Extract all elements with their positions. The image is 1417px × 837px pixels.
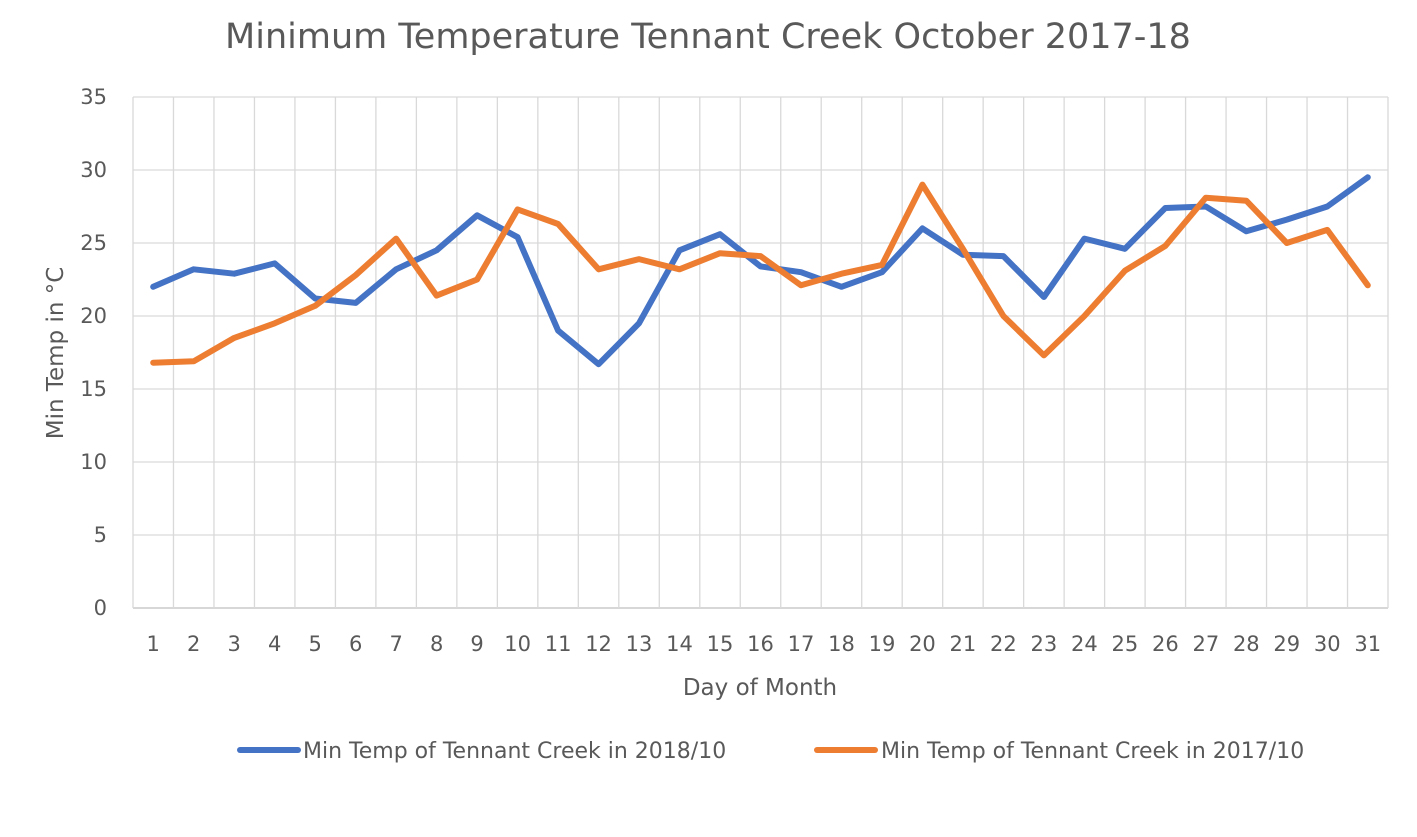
legend-label-1: Min Temp of Tennant Creek in 2018/10 (303, 739, 726, 764)
x-tick-label: 31 (1354, 632, 1381, 656)
x-tick-label: 16 (747, 632, 774, 656)
x-tick-label: 1 (147, 632, 160, 656)
series-line-1 (150, 174, 1371, 368)
x-tick-label: 18 (828, 632, 855, 656)
series-line-2 (150, 181, 1371, 366)
x-tick-label: 28 (1233, 632, 1260, 656)
x-tick-label: 19 (869, 632, 896, 656)
legend-label-2: Min Temp of Tennant Creek in 2017/10 (881, 739, 1304, 764)
x-tick-label: 6 (349, 632, 362, 656)
x-tick-label: 3 (228, 632, 241, 656)
y-axis-ticks: 0 5 10 15 20 25 30 35 (80, 85, 107, 620)
y-tick-label: 35 (80, 85, 107, 109)
y-tick-label: 30 (80, 158, 107, 182)
x-tick-label: 27 (1192, 632, 1219, 656)
x-tick-label: 25 (1111, 632, 1138, 656)
x-axis-title: Day of Month (683, 675, 837, 701)
legend: Min Temp of Tennant Creek in 2018/10 Min … (237, 739, 1304, 764)
x-tick-label: 20 (909, 632, 936, 656)
x-tick-label: 9 (470, 632, 483, 656)
y-tick-label: 10 (80, 450, 107, 474)
x-tick-label: 17 (788, 632, 815, 656)
y-axis-title: Min Temp in °C (43, 267, 69, 440)
x-tick-label: 24 (1071, 632, 1098, 656)
x-tick-label: 26 (1152, 632, 1179, 656)
y-tick-label: 20 (80, 304, 107, 328)
series-lines (150, 174, 1371, 368)
x-axis-ticks: 1 2 3 4 5 6 7 8 9 10 11 12 13 14 15 16 17 18 19 20 21 22 23 24 2… (147, 632, 1382, 656)
x-tick-label: 7 (389, 632, 402, 656)
y-tick-label: 0 (94, 596, 107, 620)
x-tick-label: 29 (1273, 632, 1300, 656)
x-tick-label: 11 (545, 632, 572, 656)
x-tick-label: 12 (585, 632, 612, 656)
gridlines (132, 96, 1389, 609)
x-tick-label: 10 (504, 632, 531, 656)
x-tick-label: 30 (1314, 632, 1341, 656)
y-tick-label: 25 (80, 231, 107, 255)
chart-title: Minimum Temperature Tennant Creek Octobe… (225, 17, 1191, 57)
y-tick-label: 5 (94, 523, 107, 547)
x-tick-label: 13 (626, 632, 653, 656)
x-tick-label: 4 (268, 632, 281, 656)
y-tick-label: 15 (80, 377, 107, 401)
x-tick-label: 15 (707, 632, 734, 656)
x-tick-label: 14 (666, 632, 693, 656)
x-tick-label: 5 (308, 632, 321, 656)
x-tick-label: 21 (950, 632, 977, 656)
x-tick-label: 23 (1031, 632, 1058, 656)
x-tick-label: 2 (187, 632, 200, 656)
x-tick-label: 22 (990, 632, 1017, 656)
x-tick-label: 8 (430, 632, 443, 656)
